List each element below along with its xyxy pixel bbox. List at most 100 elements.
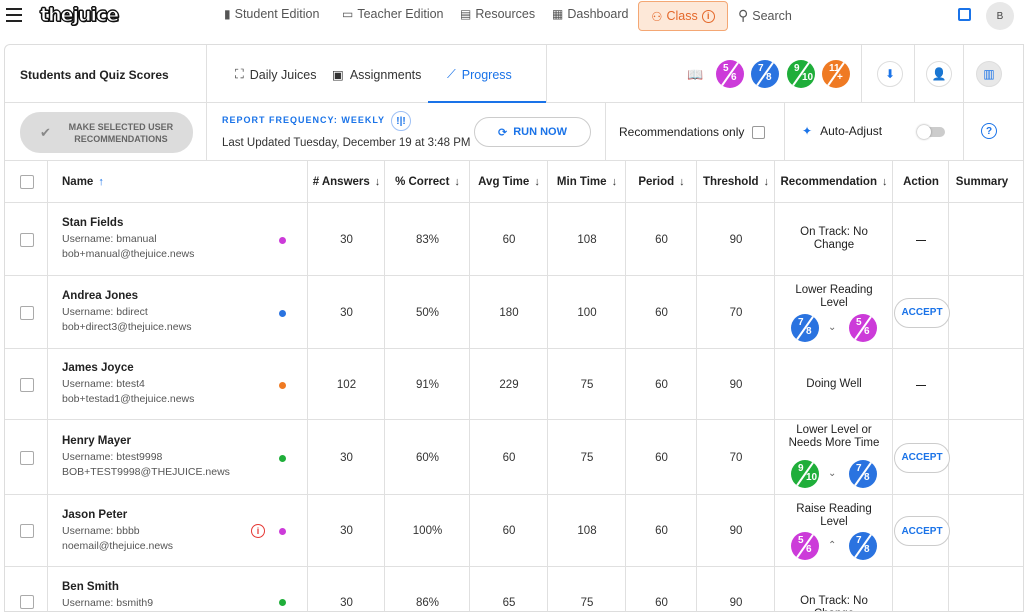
- col-threshold[interactable]: Threshold ↓: [697, 161, 775, 203]
- col-threshold-label: Threshold: [702, 176, 759, 188]
- avatar[interactable]: B: [986, 2, 1014, 30]
- col-name[interactable]: Name ↑: [62, 161, 182, 203]
- recommendations-only-filter[interactable]: Recommendations only: [619, 125, 766, 139]
- logo[interactable]: thejuice: [39, 4, 119, 27]
- search-button[interactable]: ⚲ Search: [738, 7, 792, 24]
- cell-period: 60: [655, 233, 668, 246]
- student-edition-icon: ▮: [224, 7, 231, 21]
- level-badge-11-plus[interactable]: 11 +: [822, 60, 850, 88]
- run-now-button[interactable]: ⟳ RUN NOW: [474, 117, 591, 147]
- student-name[interactable]: James Joyce: [62, 362, 134, 374]
- help-icon[interactable]: ?: [981, 123, 997, 139]
- nav-teacher-edition[interactable]: ▭ Teacher Edition: [342, 7, 444, 21]
- student-name[interactable]: Stan Fields: [62, 217, 124, 229]
- row-checkbox[interactable]: [20, 595, 34, 609]
- row-checkbox[interactable]: [20, 305, 34, 320]
- cell-threshold: 90: [729, 378, 743, 391]
- cell-min: 108: [577, 525, 597, 537]
- auto-adjust: ✦ Auto-Adjust: [802, 124, 882, 138]
- hamburger-menu-icon[interactable]: [6, 8, 22, 22]
- cell-correct: 100%: [412, 525, 443, 537]
- cell-period: 60: [655, 306, 668, 319]
- no-action-dash: [916, 384, 926, 386]
- progress-chart-icon: ⟋: [447, 67, 456, 81]
- row-checkbox[interactable]: [20, 450, 34, 465]
- col-answers-label: # Answers: [312, 176, 370, 188]
- nav-student-edition[interactable]: ▮ Student Edition: [224, 7, 319, 21]
- download-icon[interactable]: ⬇: [877, 61, 903, 87]
- report-frequency: REPORT FREQUENCY: WEEKLY: [222, 115, 386, 125]
- daily-juices-icon: ⛶: [235, 67, 244, 81]
- tablet-icon[interactable]: [958, 8, 971, 21]
- level-dot: [279, 236, 286, 244]
- tab-daily-juices[interactable]: ⛶ Daily Juices: [235, 67, 316, 82]
- book-icon[interactable]: 📖: [687, 67, 704, 82]
- col-min-time[interactable]: Min Time ↓: [548, 161, 626, 203]
- student-name-cell: Andrea Jones Username: bdirect bob+direct3…: [62, 276, 191, 349]
- student-name[interactable]: Ben Smith: [62, 581, 119, 593]
- level-dot: [279, 309, 286, 317]
- row-checkbox[interactable]: [20, 524, 34, 538]
- tab-progress[interactable]: ⟋ Progress: [447, 67, 512, 82]
- recommendations-only-checkbox[interactable]: [752, 125, 766, 139]
- make-recommendations-label: MAKE SELECTED USER RECOMMENDATIONS: [68, 121, 174, 144]
- recommendations-only-label: Recommendations only: [619, 125, 745, 139]
- student-name-cell: Stan Fields Username: bmanual bob+manual@t…: [62, 203, 194, 276]
- column-divider: [384, 161, 385, 611]
- cell-correct: 50%: [415, 306, 440, 319]
- class-button[interactable]: ⚇ Class i: [638, 1, 728, 31]
- make-recommendations-button[interactable]: ✔ MAKE SELECTED USER RECOMMENDATIONS: [20, 112, 193, 153]
- magic-wand-icon: ✦: [802, 124, 813, 138]
- current-level-badge: 9 10: [791, 460, 819, 488]
- table-row: Jason Peter Username: bbbb noemail@thejuic…: [5, 495, 1023, 567]
- sort-down-icon: ↓: [882, 176, 888, 188]
- select-all-checkbox[interactable]: [20, 175, 34, 189]
- active-tab-indicator: [428, 101, 546, 103]
- chevron-down-icon: ⌄: [828, 468, 837, 479]
- nav-resources[interactable]: ▤ Resources: [460, 7, 535, 21]
- tab-assignments[interactable]: ▣ Assignments: [332, 67, 421, 83]
- accept-button[interactable]: ACCEPT: [894, 516, 950, 546]
- student-name[interactable]: Henry Mayer: [62, 435, 132, 447]
- scores-panel: Students and Quiz Scores ⛶ Daily Juices …: [4, 44, 1024, 612]
- accept-button[interactable]: ACCEPT: [894, 442, 950, 473]
- cell-threshold: 70: [729, 306, 743, 319]
- column-divider: [307, 161, 308, 611]
- cell-period: 60: [655, 525, 668, 537]
- columns-icon[interactable]: ▥: [976, 61, 1002, 87]
- class-info-icon: i: [701, 9, 715, 23]
- auto-adjust-toggle[interactable]: [917, 125, 945, 139]
- row-checkbox[interactable]: [20, 232, 34, 247]
- col-period[interactable]: Period ↓: [626, 161, 697, 203]
- level-badge-9-10[interactable]: 9 10: [787, 60, 815, 88]
- resources-icon: ▤: [460, 7, 472, 21]
- add-user-icon[interactable]: 👤: [926, 61, 952, 87]
- student-name[interactable]: Andrea Jones: [62, 290, 139, 302]
- cell-threshold: 90: [729, 233, 743, 246]
- sort-down-icon: ↓: [679, 176, 685, 188]
- col-avg-time[interactable]: Avg Time ↓: [470, 161, 548, 203]
- cell-avg: 60: [502, 233, 516, 246]
- cell-period: 60: [655, 451, 668, 464]
- warning-info-icon[interactable]: i: [251, 524, 265, 538]
- row-checkbox[interactable]: [20, 377, 34, 392]
- student-username: Username: bsmith9: [62, 597, 154, 609]
- col-correct[interactable]: % Correct ↓: [385, 161, 470, 203]
- table-row: Andrea Jones Username: bdirect bob+direct3…: [5, 276, 1023, 349]
- col-action-label: Action: [903, 176, 939, 188]
- col-recommendation[interactable]: Recommendation ↓: [775, 161, 893, 203]
- no-action-dash: [916, 239, 926, 241]
- student-username: Username: bmanual: [62, 233, 157, 245]
- accept-button[interactable]: ACCEPT: [894, 297, 950, 328]
- student-name[interactable]: Jason Peter: [62, 508, 128, 521]
- assignments-icon: ▣: [332, 68, 344, 82]
- sort-down-icon: ↓: [454, 176, 460, 188]
- nav-dashboard[interactable]: ▦ Dashboard: [552, 7, 629, 21]
- cell-avg: 60: [502, 525, 516, 537]
- col-answers[interactable]: # Answers ↓: [308, 161, 385, 203]
- report-frequency-settings-icon[interactable]: !|!: [391, 111, 411, 131]
- search-label: Search: [752, 8, 792, 23]
